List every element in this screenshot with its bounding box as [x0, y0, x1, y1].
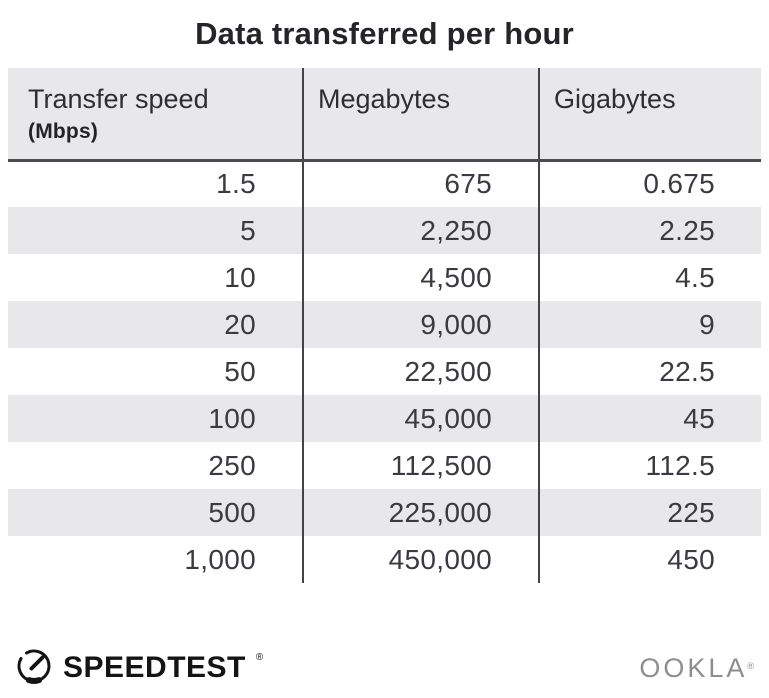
- table-row: 100 45,000 45: [8, 395, 761, 442]
- cell-speed: 1,000: [8, 536, 304, 583]
- cell-megabytes: 2,250: [303, 207, 540, 254]
- cell-gigabytes: 112.5: [645, 449, 715, 481]
- header-megabytes: Megabytes: [303, 68, 540, 162]
- table-row: 250 112,500 112.5: [8, 442, 761, 489]
- cell-speed: 1.5: [8, 160, 304, 207]
- cell-speed: 250: [8, 442, 304, 489]
- cell-speed: 10: [8, 254, 304, 301]
- header-row: Transfer speed (Mbps) Megabytes Gigabyte…: [8, 68, 761, 162]
- cell-speed: 50: [8, 348, 304, 395]
- cell-megabytes: 9,000: [303, 301, 540, 348]
- cell-gigabytes: 0.675: [643, 168, 715, 200]
- speedtest-logo: SPEEDTEST ®: [14, 646, 263, 691]
- ookla-wordmark: OOKLA: [639, 652, 748, 683]
- cell-speed: 500: [8, 489, 304, 536]
- table-header: Transfer speed (Mbps) Megabytes Gigabyte…: [8, 68, 761, 162]
- table-row: 1.5 675 0.675: [8, 160, 761, 207]
- cell-megabytes: 45,000: [303, 395, 540, 442]
- cell-megabytes: 22,500: [303, 348, 540, 395]
- cell-megabytes: 450,000: [303, 536, 540, 583]
- header-transfer-speed-label: Transfer speed: [28, 84, 209, 114]
- cell-gigabytes: 9: [539, 301, 761, 348]
- cell-megabytes: 225,000: [303, 489, 540, 536]
- footer: SPEEDTEST ® OOKLA®: [14, 646, 757, 690]
- cell-megabytes: 675: [303, 160, 540, 207]
- cell-gigabytes: 450: [667, 543, 715, 575]
- cell-gigabytes: 22.5: [659, 355, 715, 387]
- cell-speed: 20: [8, 301, 304, 348]
- table-row: 10 4,500 4.5: [8, 254, 761, 301]
- ookla-logo: OOKLA®: [639, 653, 757, 684]
- header-transfer-speed: Transfer speed (Mbps): [8, 68, 304, 162]
- cell-megabytes: 112,500: [303, 442, 540, 489]
- table-body: 1.5 675 0.675 5 2,250 2.25 10 4,500 4.5 …: [8, 160, 761, 583]
- cell-speed: 100: [8, 395, 304, 442]
- header-gigabytes: Gigabytes: [539, 68, 761, 162]
- header-mbps-unit: (Mbps): [28, 120, 99, 143]
- cell-gigabytes: 225: [539, 489, 761, 536]
- table-row: 500 225,000 225: [8, 489, 761, 536]
- table-row: 5 2,250 2.25: [8, 207, 761, 254]
- cell-gigabytes: 45: [539, 395, 761, 442]
- registered-trademark-icon: ®: [747, 660, 757, 671]
- cell-speed: 5: [8, 207, 304, 254]
- speedtest-wordmark: SPEEDTEST: [63, 651, 246, 684]
- table-row: 1,000 450,000 450: [8, 536, 761, 583]
- cell-gigabytes: 2.25: [539, 207, 761, 254]
- page-title: Data transferred per hour: [195, 16, 574, 51]
- cell-megabytes: 4,500: [303, 254, 540, 301]
- table-row: 20 9,000 9: [8, 301, 761, 348]
- data-table: Transfer speed (Mbps) Megabytes Gigabyte…: [8, 68, 761, 583]
- cell-gigabytes: 4.5: [675, 261, 715, 293]
- table-row: 50 22,500 22.5: [8, 348, 761, 395]
- speedtest-gauge-icon: [14, 646, 54, 691]
- registered-trademark-icon: ®: [255, 651, 264, 663]
